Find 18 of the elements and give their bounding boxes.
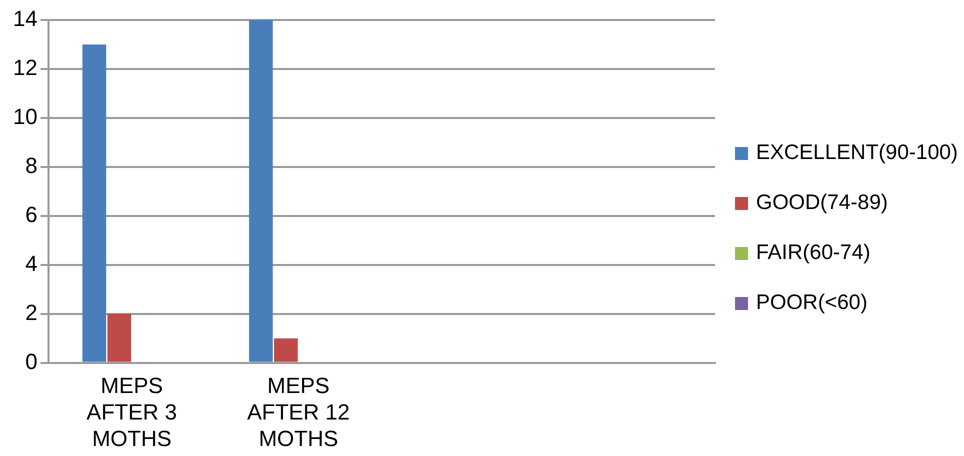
legend-label: FAIR(60-74)	[756, 241, 870, 265]
bar	[274, 338, 298, 362]
y-tick-label: 14	[12, 6, 38, 32]
y-tick-label: 12	[12, 55, 38, 80]
y-tick-label: 2	[25, 300, 38, 325]
legend-label: POOR(<60)	[756, 291, 868, 315]
legend-label: GOOD(74-89)	[756, 191, 888, 215]
y-tick-label: 6	[25, 202, 38, 227]
x-tick-label: MEPS AFTER 3 MOTHS	[86, 373, 178, 451]
x-tick-label: MEPS AFTER 12 MOTHS	[247, 373, 350, 451]
bar	[107, 314, 132, 362]
y-tick-label: 8	[25, 152, 38, 178]
y-tick-label: 4	[25, 250, 38, 276]
legend-label: EXCELLENT(90-100)	[756, 141, 958, 165]
bar	[249, 20, 273, 362]
bar	[82, 44, 106, 362]
y-tick-label: 0	[25, 348, 38, 374]
y-tick-label: 10	[12, 104, 38, 130]
